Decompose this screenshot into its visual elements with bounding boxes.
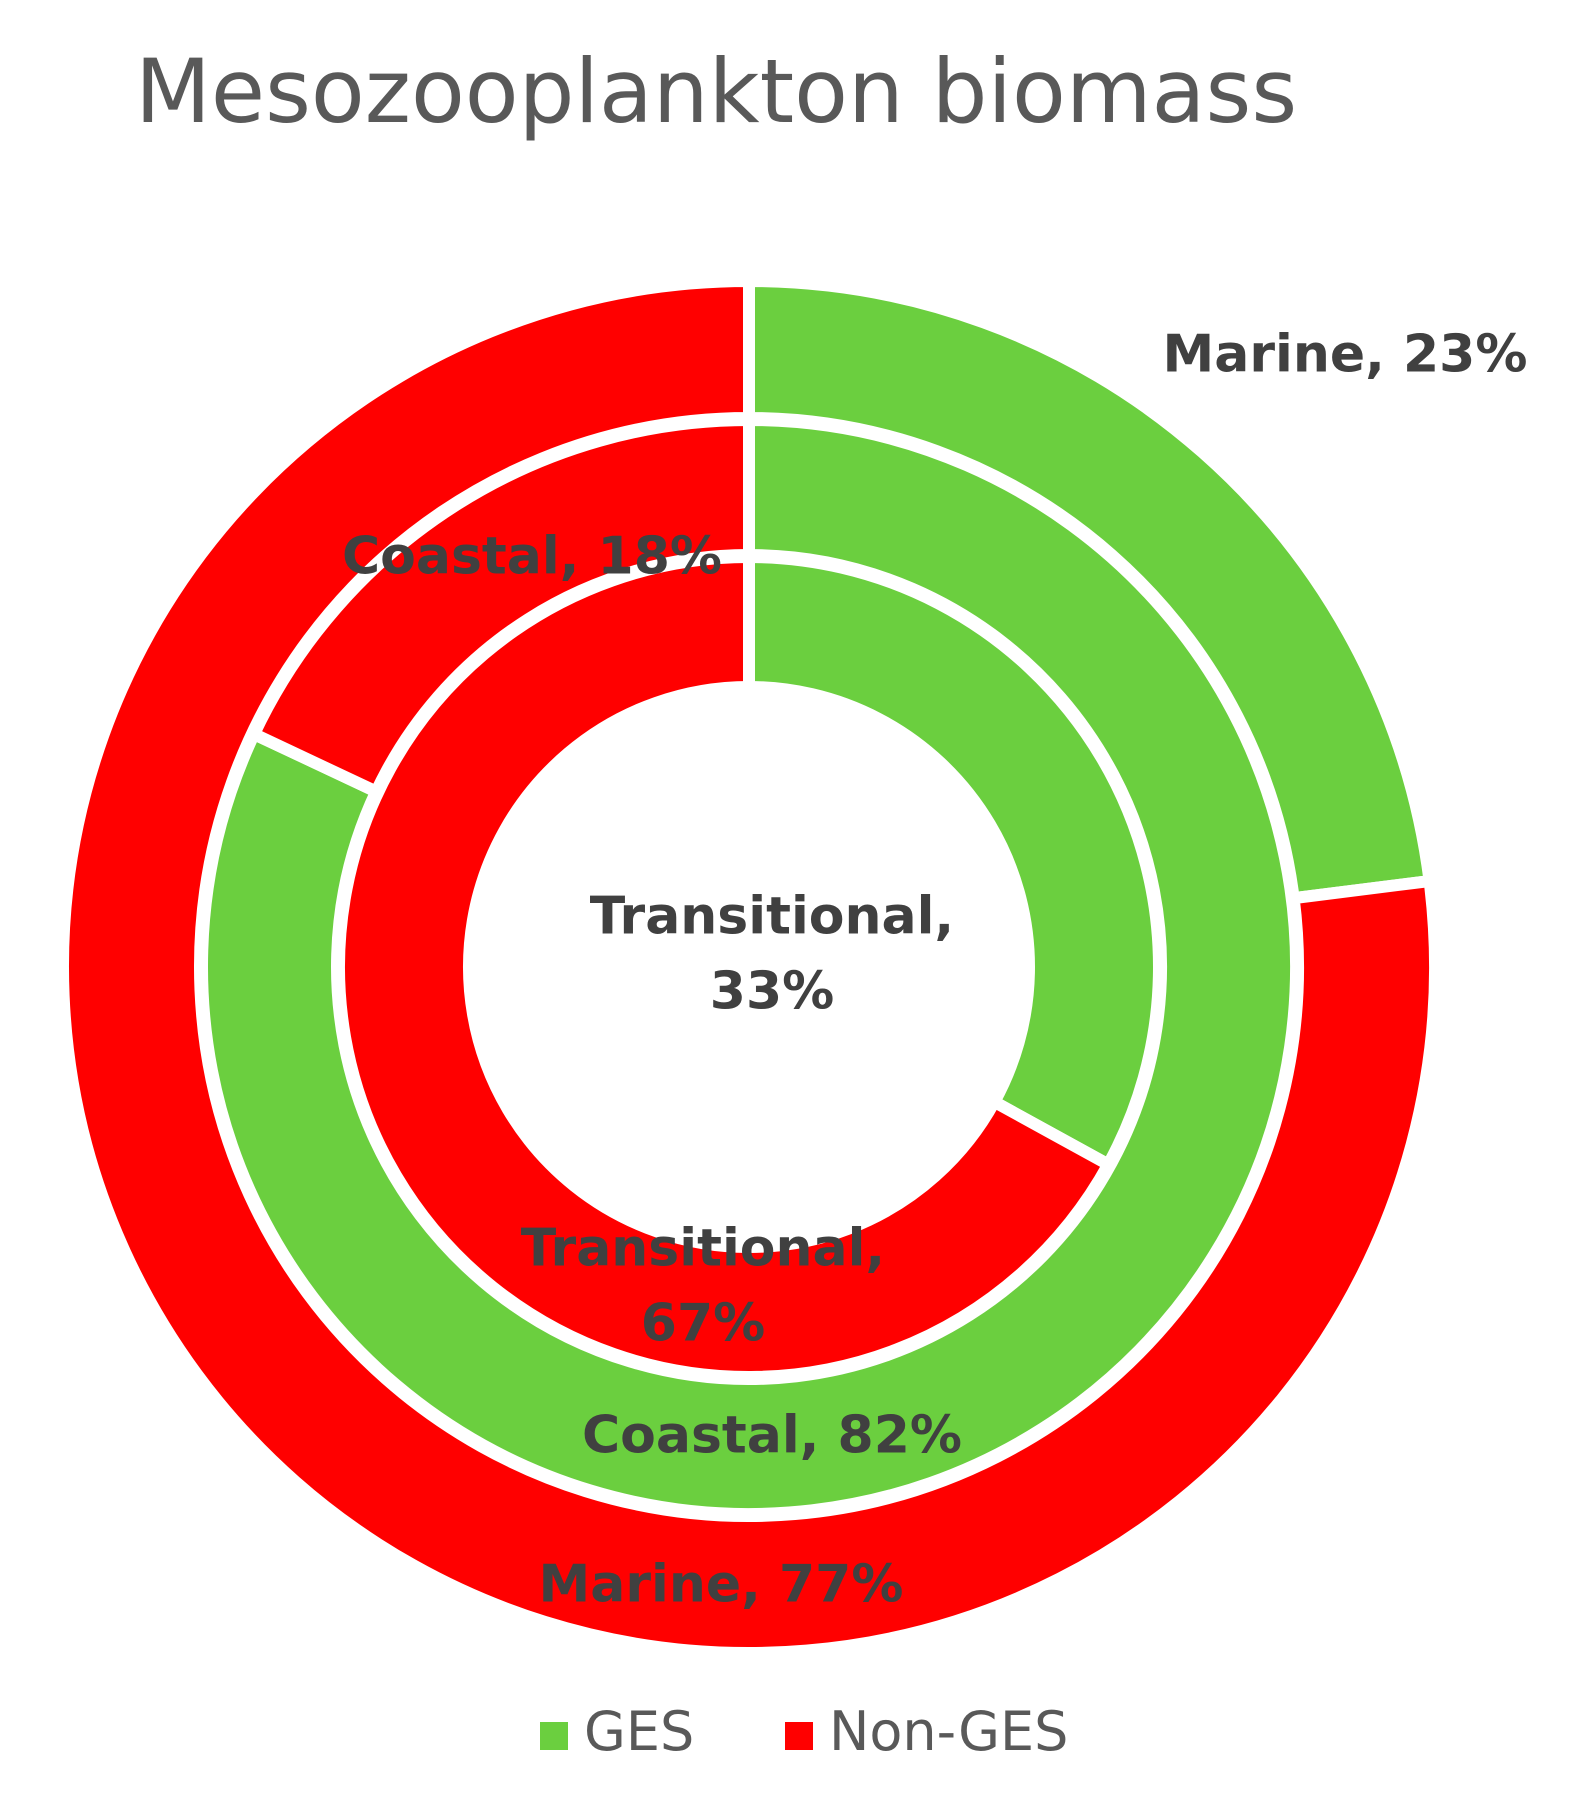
legend-swatch xyxy=(540,1722,568,1750)
data-label: Coastal, 82% xyxy=(581,1405,963,1466)
data-label: Coastal, 18% xyxy=(341,526,723,587)
data-label: Marine, 77% xyxy=(538,1554,904,1615)
legend-swatch xyxy=(785,1722,813,1750)
donut-segment xyxy=(333,550,1117,1383)
legend-label: Non-GES xyxy=(829,1700,1069,1763)
legend-label: GES xyxy=(584,1700,695,1763)
data-label: Marine, 23% xyxy=(1162,324,1528,385)
data-label: Transitional, 33% xyxy=(589,886,955,1022)
donut-segment xyxy=(743,550,1165,1173)
data-label: Transitional, 67% xyxy=(520,1218,886,1354)
chart-title: Mesozooplankton biomass xyxy=(135,40,1298,143)
